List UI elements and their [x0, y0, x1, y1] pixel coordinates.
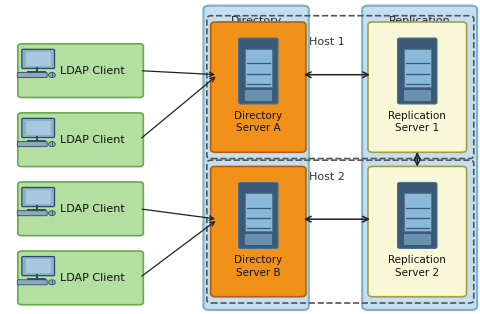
Ellipse shape	[48, 280, 55, 285]
FancyBboxPatch shape	[22, 118, 54, 138]
Bar	[244, 193, 271, 231]
FancyBboxPatch shape	[238, 38, 277, 104]
Bar	[244, 49, 271, 87]
Text: Host 1: Host 1	[308, 37, 344, 47]
FancyBboxPatch shape	[210, 166, 305, 297]
Bar	[25, 190, 50, 204]
FancyBboxPatch shape	[361, 6, 476, 310]
FancyBboxPatch shape	[18, 251, 143, 305]
Text: Host 2: Host 2	[308, 172, 344, 182]
FancyBboxPatch shape	[17, 211, 47, 216]
Ellipse shape	[48, 211, 55, 216]
FancyBboxPatch shape	[18, 182, 143, 236]
FancyBboxPatch shape	[17, 73, 47, 78]
Bar	[25, 121, 50, 135]
Ellipse shape	[48, 142, 55, 147]
Text: Replication
Service: Replication Service	[388, 16, 450, 38]
FancyBboxPatch shape	[210, 22, 305, 152]
Ellipse shape	[48, 73, 55, 78]
Bar	[25, 52, 50, 66]
Text: LDAP Client: LDAP Client	[60, 66, 124, 76]
FancyBboxPatch shape	[238, 182, 277, 248]
Bar	[244, 234, 271, 245]
FancyBboxPatch shape	[17, 142, 47, 147]
FancyBboxPatch shape	[22, 187, 54, 207]
Bar	[403, 193, 430, 231]
Text: Directory
Server A: Directory Server A	[234, 111, 282, 133]
FancyBboxPatch shape	[18, 44, 143, 97]
FancyBboxPatch shape	[367, 166, 466, 297]
Text: Replication
Server 1: Replication Server 1	[387, 111, 445, 133]
FancyBboxPatch shape	[367, 22, 466, 152]
Text: Replication
Server 2: Replication Server 2	[387, 256, 445, 278]
Text: LDAP Client: LDAP Client	[60, 204, 124, 214]
FancyBboxPatch shape	[22, 49, 54, 68]
Bar	[403, 49, 430, 87]
Bar	[25, 259, 50, 273]
FancyBboxPatch shape	[18, 113, 143, 166]
FancyBboxPatch shape	[396, 38, 436, 104]
Text: Directory
Service: Directory Service	[230, 16, 281, 38]
Text: LDAP Client: LDAP Client	[60, 273, 124, 283]
Text: Directory
Server B: Directory Server B	[234, 256, 282, 278]
Bar	[403, 89, 430, 101]
Bar	[244, 89, 271, 101]
FancyBboxPatch shape	[22, 257, 54, 276]
FancyBboxPatch shape	[203, 6, 308, 310]
FancyBboxPatch shape	[17, 280, 47, 285]
FancyBboxPatch shape	[396, 182, 436, 248]
Bar	[403, 234, 430, 245]
Text: LDAP Client: LDAP Client	[60, 135, 124, 145]
